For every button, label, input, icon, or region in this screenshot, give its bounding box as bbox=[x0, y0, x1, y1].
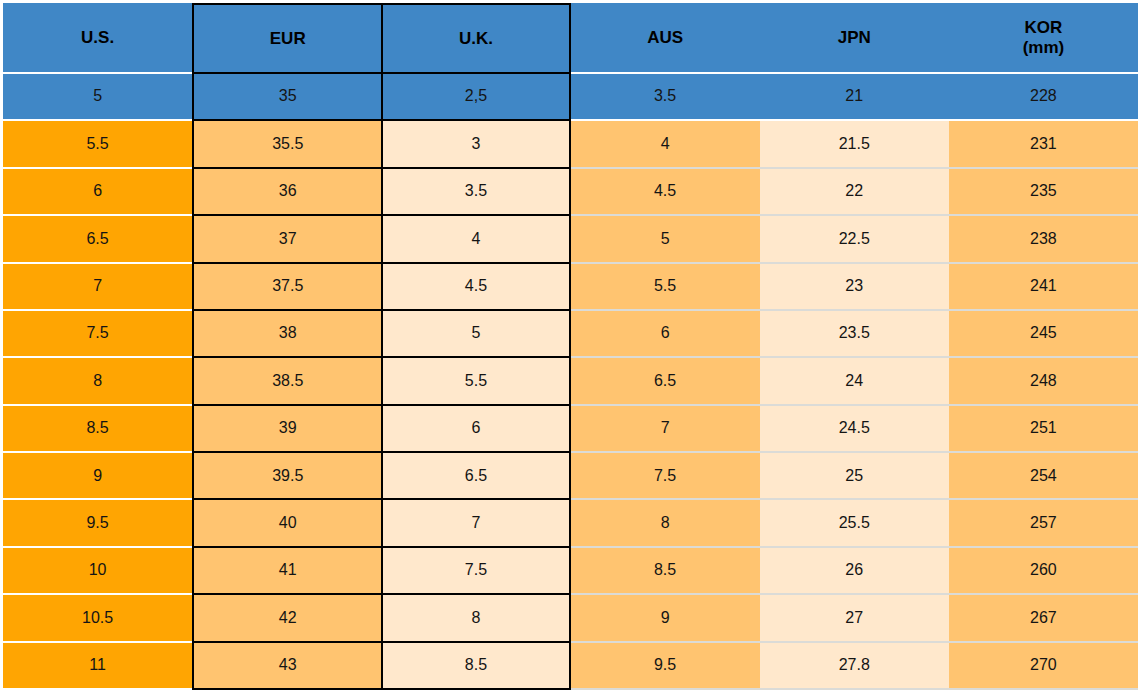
cell-uk-row5: 5 bbox=[381, 311, 570, 358]
cell-kor-row0: 228 bbox=[949, 74, 1138, 121]
cell-uk-row7: 6 bbox=[381, 406, 570, 453]
cell-us-row7: 8.5 bbox=[3, 406, 192, 453]
header-label: KOR bbox=[1023, 18, 1065, 38]
cell-aus-row3: 5 bbox=[571, 216, 760, 263]
cell-eur-row4: 37.5 bbox=[192, 264, 381, 311]
header-label: U.S. bbox=[81, 28, 114, 48]
header-cell-us: U.S. bbox=[3, 3, 192, 74]
cell-aus-row12: 9.5 bbox=[571, 643, 760, 690]
cell-us-row2: 6 bbox=[3, 169, 192, 216]
size-table: U.S.EURU.K.AUSJPNKOR(mm)5352,53.5212285.… bbox=[3, 3, 1138, 690]
header-cell-kor: KOR(mm) bbox=[949, 3, 1138, 74]
cell-jpn-row9: 25.5 bbox=[760, 500, 949, 547]
cell-kor-row11: 267 bbox=[949, 595, 1138, 642]
cell-eur-row7: 39 bbox=[192, 406, 381, 453]
cell-aus-row1: 4 bbox=[571, 121, 760, 168]
header-label: JPN bbox=[838, 28, 871, 48]
cell-jpn-row5: 23.5 bbox=[760, 311, 949, 358]
header-label: AUS bbox=[647, 28, 683, 48]
cell-jpn-row2: 22 bbox=[760, 169, 949, 216]
cell-jpn-row12: 27.8 bbox=[760, 643, 949, 690]
cell-eur-row9: 40 bbox=[192, 500, 381, 547]
cell-us-row6: 8 bbox=[3, 358, 192, 405]
cell-uk-row2: 3.5 bbox=[381, 169, 570, 216]
cell-us-row1: 5.5 bbox=[3, 121, 192, 168]
cell-kor-row3: 238 bbox=[949, 216, 1138, 263]
cell-us-row3: 6.5 bbox=[3, 216, 192, 263]
cell-uk-row8: 6.5 bbox=[381, 453, 570, 500]
cell-us-row8: 9 bbox=[3, 453, 192, 500]
cell-uk-row10: 7.5 bbox=[381, 548, 570, 595]
cell-jpn-row7: 24.5 bbox=[760, 406, 949, 453]
cell-aus-row8: 7.5 bbox=[571, 453, 760, 500]
cell-kor-row7: 251 bbox=[949, 406, 1138, 453]
cell-eur-row0: 35 bbox=[192, 74, 381, 121]
cell-eur-row3: 37 bbox=[192, 216, 381, 263]
cell-jpn-row11: 27 bbox=[760, 595, 949, 642]
header-cell-aus: AUS bbox=[571, 3, 760, 74]
cell-uk-row4: 4.5 bbox=[381, 264, 570, 311]
cell-aus-row2: 4.5 bbox=[571, 169, 760, 216]
cell-eur-row12: 43 bbox=[192, 643, 381, 690]
cell-aus-row7: 7 bbox=[571, 406, 760, 453]
cell-aus-row4: 5.5 bbox=[571, 264, 760, 311]
cell-kor-row8: 254 bbox=[949, 453, 1138, 500]
cell-aus-row10: 8.5 bbox=[571, 548, 760, 595]
cell-jpn-row3: 22.5 bbox=[760, 216, 949, 263]
header-sublabel: (mm) bbox=[1023, 38, 1065, 58]
cell-jpn-row4: 23 bbox=[760, 264, 949, 311]
cell-aus-row11: 9 bbox=[571, 595, 760, 642]
cell-kor-row1: 231 bbox=[949, 121, 1138, 168]
cell-aus-row6: 6.5 bbox=[571, 358, 760, 405]
header-label: EUR bbox=[270, 29, 306, 49]
shoe-size-conversion-table-wrap: U.S.EURU.K.AUSJPNKOR(mm)5352,53.5212285.… bbox=[0, 0, 1141, 692]
cell-uk-row11: 8 bbox=[381, 595, 570, 642]
cell-uk-row1: 3 bbox=[381, 121, 570, 168]
cell-kor-row6: 248 bbox=[949, 358, 1138, 405]
header-cell-jpn: JPN bbox=[760, 3, 949, 74]
cell-jpn-row8: 25 bbox=[760, 453, 949, 500]
cell-eur-row8: 39.5 bbox=[192, 453, 381, 500]
cell-kor-row2: 235 bbox=[949, 169, 1138, 216]
cell-us-row9: 9.5 bbox=[3, 500, 192, 547]
cell-eur-row2: 36 bbox=[192, 169, 381, 216]
cell-us-row10: 10 bbox=[3, 548, 192, 595]
cell-aus-row5: 6 bbox=[571, 311, 760, 358]
cell-kor-row4: 241 bbox=[949, 264, 1138, 311]
cell-jpn-row10: 26 bbox=[760, 548, 949, 595]
header-label: U.K. bbox=[459, 29, 493, 49]
cell-aus-row0: 3.5 bbox=[571, 74, 760, 121]
cell-us-row5: 7.5 bbox=[3, 311, 192, 358]
cell-eur-row11: 42 bbox=[192, 595, 381, 642]
cell-kor-row10: 260 bbox=[949, 548, 1138, 595]
cell-us-row11: 10.5 bbox=[3, 595, 192, 642]
cell-jpn-row0: 21 bbox=[760, 74, 949, 121]
cell-eur-row5: 38 bbox=[192, 311, 381, 358]
header-cell-eur: EUR bbox=[192, 3, 381, 74]
cell-eur-row1: 35.5 bbox=[192, 121, 381, 168]
cell-uk-row3: 4 bbox=[381, 216, 570, 263]
cell-jpn-row1: 21.5 bbox=[760, 121, 949, 168]
cell-eur-row10: 41 bbox=[192, 548, 381, 595]
cell-eur-row6: 38.5 bbox=[192, 358, 381, 405]
cell-uk-row9: 7 bbox=[381, 500, 570, 547]
cell-jpn-row6: 24 bbox=[760, 358, 949, 405]
cell-us-row4: 7 bbox=[3, 264, 192, 311]
cell-kor-row12: 270 bbox=[949, 643, 1138, 690]
cell-uk-row6: 5.5 bbox=[381, 358, 570, 405]
cell-kor-row9: 257 bbox=[949, 500, 1138, 547]
cell-uk-row12: 8.5 bbox=[381, 643, 570, 690]
cell-aus-row9: 8 bbox=[571, 500, 760, 547]
cell-us-row12: 11 bbox=[3, 643, 192, 690]
cell-kor-row5: 245 bbox=[949, 311, 1138, 358]
cell-us-row0: 5 bbox=[3, 74, 192, 121]
header-cell-uk: U.K. bbox=[381, 3, 570, 74]
cell-uk-row0: 2,5 bbox=[381, 74, 570, 121]
